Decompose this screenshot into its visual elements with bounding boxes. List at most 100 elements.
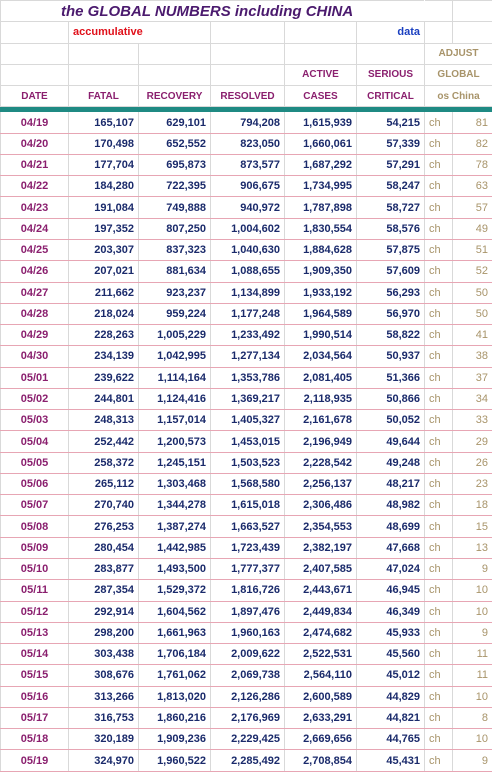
cell-serious-critical[interactable]: 51,366 [355, 366, 426, 389]
cell-serious-critical[interactable]: 46,945 [355, 579, 426, 602]
cell-adjust[interactable]: 78 [452, 153, 492, 177]
cell-active-cases[interactable]: 2,228,542 [284, 451, 357, 474]
cell-resolved[interactable]: 1,663,527 [210, 515, 285, 538]
cell-serious-critical[interactable]: 56,970 [355, 302, 426, 326]
cell-adjust[interactable]: 9 [452, 749, 492, 772]
cell-fatal[interactable]: 211,662 [68, 281, 139, 304]
cell-ch[interactable]: ch [424, 281, 454, 304]
cell-active-cases[interactable]: 1,964,589 [284, 302, 357, 326]
header-date[interactable]: DATE [0, 85, 69, 108]
cell-date[interactable]: 04/22 [0, 175, 69, 198]
cell-fatal[interactable]: 197,352 [68, 217, 139, 240]
cell-resolved[interactable]: 1,816,726 [210, 579, 285, 602]
cell-resolved[interactable]: 1,353,786 [210, 366, 285, 389]
cell-ch[interactable]: ch [424, 728, 454, 751]
cell-serious-critical[interactable]: 57,339 [355, 132, 426, 155]
cell-resolved[interactable]: 1,723,439 [210, 536, 285, 559]
cell-recovery[interactable]: 959,224 [138, 302, 211, 326]
cell-serious-critical[interactable]: 45,012 [355, 664, 426, 687]
cell-resolved[interactable]: 1,897,476 [210, 600, 285, 623]
header-recovery[interactable]: RECOVERY [138, 85, 211, 108]
cell-fatal[interactable]: 270,740 [68, 494, 139, 517]
data-label[interactable]: data [355, 21, 426, 44]
cell-adjust[interactable]: 50 [452, 302, 492, 326]
cell-active-cases[interactable]: 2,449,834 [284, 600, 357, 623]
cell-serious-critical[interactable]: 48,699 [355, 515, 426, 538]
cell-date[interactable]: 05/14 [0, 643, 69, 666]
cell-serious-critical[interactable]: 58,822 [355, 324, 426, 347]
cell-date[interactable]: 05/13 [0, 621, 69, 645]
cell-active-cases[interactable]: 2,081,405 [284, 366, 357, 389]
cell-active-cases[interactable]: 2,196,949 [284, 430, 357, 453]
cell-fatal[interactable]: 228,263 [68, 324, 139, 347]
header-active[interactable]: ACTIVE [284, 63, 357, 87]
cell-active-cases[interactable]: 1,787,898 [284, 196, 357, 219]
cell-active-cases[interactable]: 2,564,110 [284, 664, 357, 687]
cell-resolved[interactable]: 1,134,899 [210, 281, 285, 304]
cell-recovery[interactable]: 1,344,278 [138, 494, 211, 517]
cell-recovery[interactable]: 881,634 [138, 260, 211, 283]
cell-ch[interactable]: ch [424, 175, 454, 198]
cell-resolved[interactable]: 1,568,580 [210, 472, 285, 496]
cell-resolved[interactable]: 1,503,523 [210, 451, 285, 474]
cell-serious-critical[interactable]: 50,866 [355, 387, 426, 411]
cell-active-cases[interactable]: 2,118,935 [284, 387, 357, 411]
cell-serious-critical[interactable]: 44,829 [355, 685, 426, 708]
cell-serious-critical[interactable]: 57,609 [355, 260, 426, 283]
cell-ch[interactable]: ch [424, 153, 454, 177]
cell-active-cases[interactable]: 1,660,061 [284, 132, 357, 155]
cell-serious-critical[interactable]: 50,937 [355, 345, 426, 368]
cell-adjust[interactable]: 11 [452, 643, 492, 666]
cell-resolved[interactable]: 1,040,630 [210, 238, 285, 262]
cell-active-cases[interactable]: 1,615,939 [284, 111, 357, 134]
cell-date[interactable]: 04/25 [0, 238, 69, 262]
cell-adjust[interactable]: 38 [452, 345, 492, 368]
cell-fatal[interactable]: 252,442 [68, 430, 139, 453]
cell-ch[interactable]: ch [424, 302, 454, 326]
cell-serious-critical[interactable]: 44,765 [355, 728, 426, 751]
cell-recovery[interactable]: 1,960,522 [138, 749, 211, 772]
cell-recovery[interactable]: 722,395 [138, 175, 211, 198]
cell-date[interactable]: 04/26 [0, 260, 69, 283]
cell-recovery[interactable]: 807,250 [138, 217, 211, 240]
cell-adjust[interactable]: 51 [452, 238, 492, 262]
cell-active-cases[interactable]: 2,600,589 [284, 685, 357, 708]
cell-active-cases[interactable]: 2,382,197 [284, 536, 357, 559]
cell-resolved[interactable]: 823,050 [210, 132, 285, 155]
cell-ch[interactable]: ch [424, 621, 454, 645]
cell-adjust[interactable]: 33 [452, 409, 492, 432]
cell-adjust[interactable]: 49 [452, 217, 492, 240]
cell-recovery[interactable]: 1,706,184 [138, 643, 211, 666]
cell-date[interactable]: 05/11 [0, 579, 69, 602]
cell-adjust[interactable]: 81 [452, 111, 492, 134]
cell-date[interactable]: 05/08 [0, 515, 69, 538]
cell-fatal[interactable]: 287,354 [68, 579, 139, 602]
cell-fatal[interactable]: 324,970 [68, 749, 139, 772]
cell-resolved[interactable]: 2,229,425 [210, 728, 285, 751]
cell-date[interactable]: 04/19 [0, 111, 69, 134]
cell-fatal[interactable]: 265,112 [68, 472, 139, 496]
cell-ch[interactable]: ch [424, 472, 454, 496]
cell-resolved[interactable]: 1,453,015 [210, 430, 285, 453]
cell-adjust[interactable]: 52 [452, 260, 492, 283]
cell-ch[interactable]: ch [424, 196, 454, 219]
cell-fatal[interactable]: 280,454 [68, 536, 139, 559]
cell-ch[interactable]: ch [424, 536, 454, 559]
cell-active-cases[interactable]: 2,522,531 [284, 643, 357, 666]
header-fatal[interactable]: FATAL [68, 85, 139, 108]
cell-ch[interactable]: ch [424, 600, 454, 623]
cell-adjust[interactable]: 10 [452, 728, 492, 751]
cell-date[interactable]: 05/12 [0, 600, 69, 623]
cell-date[interactable]: 05/10 [0, 557, 69, 581]
cell-date[interactable]: 04/20 [0, 132, 69, 155]
cell-serious-critical[interactable]: 57,291 [355, 153, 426, 177]
cell-date[interactable]: 05/02 [0, 387, 69, 411]
cell-ch[interactable]: ch [424, 685, 454, 708]
cell-recovery[interactable]: 1,661,963 [138, 621, 211, 645]
cell-resolved[interactable]: 2,285,492 [210, 749, 285, 772]
cell-fatal[interactable]: 218,024 [68, 302, 139, 326]
header-cases[interactable]: CASES [284, 85, 357, 108]
cell-date[interactable]: 05/07 [0, 494, 69, 517]
cell-ch[interactable]: ch [424, 451, 454, 474]
cell-serious-critical[interactable]: 47,024 [355, 557, 426, 581]
